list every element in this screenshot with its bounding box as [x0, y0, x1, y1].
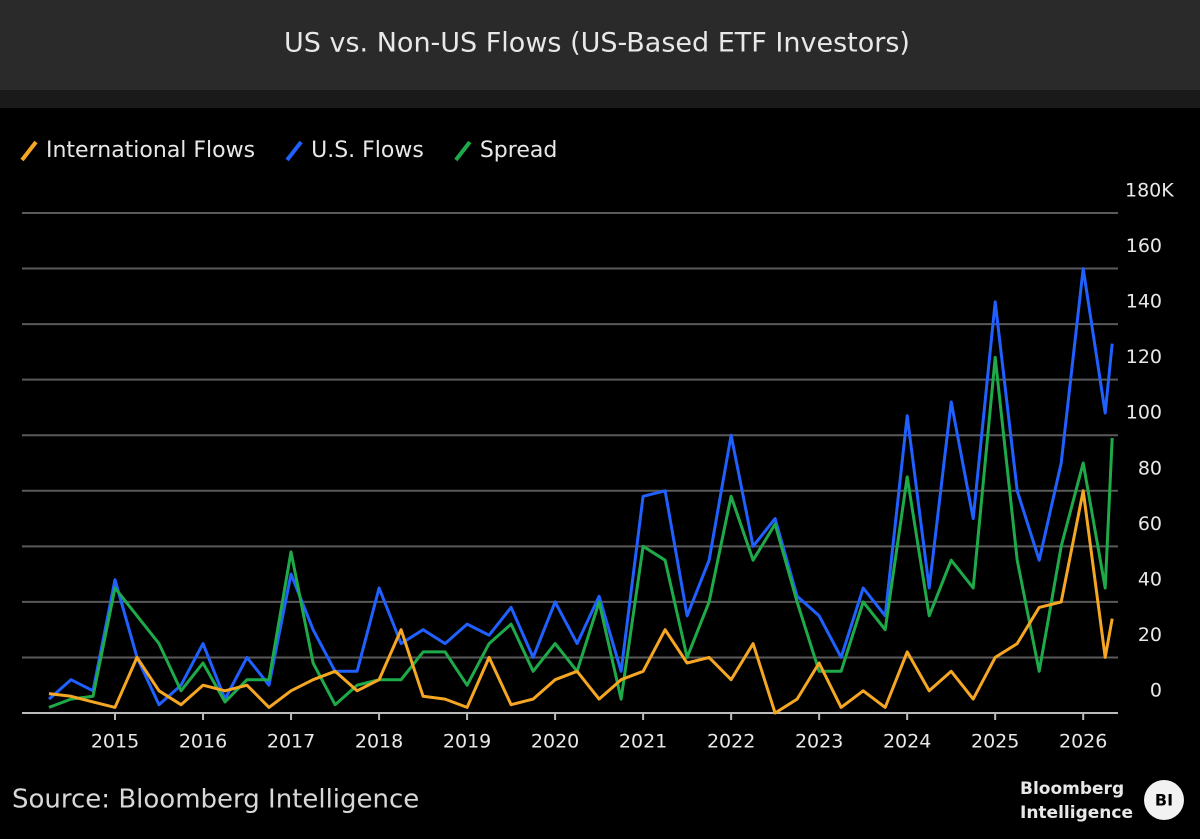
x-tick-label: 2016 — [179, 731, 227, 753]
source-note: Source: Bloomberg Intelligence — [12, 785, 419, 815]
y-tick-label: 0 — [1150, 680, 1162, 702]
y-tick-label: 80 — [1138, 457, 1162, 479]
brand-badge-text: BI — [1155, 791, 1173, 810]
y-tick-label: 20 — [1138, 624, 1162, 646]
y-tick-label: 40 — [1138, 568, 1162, 590]
x-tick-label: 2019 — [443, 731, 491, 753]
x-tick-label: 2025 — [971, 731, 1019, 753]
x-tick-label: 2021 — [619, 731, 667, 753]
separator — [0, 90, 1200, 108]
x-tick-label: 2023 — [795, 731, 843, 753]
x-tick-label: 2026 — [1059, 731, 1107, 753]
y-tick-label: 160 — [1126, 235, 1162, 257]
x-tick-label: 2017 — [267, 731, 315, 753]
y-tick-label: 140 — [1126, 291, 1162, 313]
x-tick-label: 2024 — [883, 731, 931, 753]
brand-name: Bloomberg — [1020, 779, 1124, 799]
y-tick-label: 120 — [1126, 346, 1162, 368]
y-tick-label: 180K — [1125, 180, 1174, 202]
brand-subname: Intelligence — [1020, 803, 1133, 823]
legend-swatch — [454, 140, 472, 162]
legend-label: International Flows — [46, 138, 255, 163]
y-tick-label: 100 — [1126, 402, 1162, 424]
brand-badge — [1144, 780, 1184, 820]
x-tick-label: 2020 — [531, 731, 579, 753]
legend-label: U.S. Flows — [311, 138, 424, 163]
title-band — [0, 0, 1200, 90]
x-tick-label: 2022 — [707, 731, 755, 753]
x-tick-label: 2015 — [91, 731, 139, 753]
y-tick-label: 60 — [1138, 513, 1162, 535]
x-tick-label: 2018 — [355, 731, 403, 753]
legend-swatch — [20, 140, 38, 162]
series-line — [48, 489, 1114, 715]
series-line — [48, 355, 1114, 709]
legend-swatch — [285, 140, 303, 162]
legend-label: Spread — [480, 138, 557, 163]
chart-title: US vs. Non-US Flows (US-Based ETF Invest… — [284, 28, 910, 59]
series-line — [48, 267, 1114, 707]
